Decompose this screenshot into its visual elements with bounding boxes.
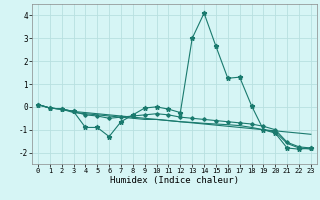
- X-axis label: Humidex (Indice chaleur): Humidex (Indice chaleur): [110, 176, 239, 185]
